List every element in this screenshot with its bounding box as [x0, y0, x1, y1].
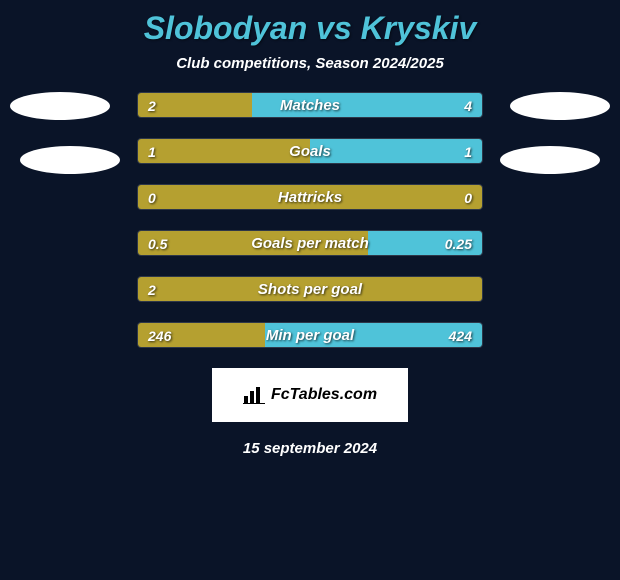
bar-val-right: 1: [464, 139, 472, 164]
bar-label: Goals: [138, 139, 482, 164]
bar-row-min-per-goal: 246 Min per goal 424: [137, 322, 483, 348]
bar-row-hattricks: 0 Hattricks 0: [137, 184, 483, 210]
bar-chart-icon: [243, 386, 265, 404]
bar-label: Matches: [138, 93, 482, 118]
bar-row-shots-per-goal: 2 Shots per goal: [137, 276, 483, 302]
chart-area: 2 Matches 4 1 Goals 1 0 Hattricks 0 0.5 …: [0, 92, 620, 348]
bars-container: 2 Matches 4 1 Goals 1 0 Hattricks 0 0.5 …: [137, 92, 483, 348]
logo-text: FcTables.com: [271, 386, 377, 404]
page-subtitle: Club competitions, Season 2024/2025: [0, 55, 620, 92]
bar-label: Hattricks: [138, 185, 482, 210]
bar-val-right: 4: [464, 93, 472, 118]
bar-row-matches: 2 Matches 4: [137, 92, 483, 118]
bar-row-goals: 1 Goals 1: [137, 138, 483, 164]
player-left-badge-1: [10, 92, 110, 120]
bar-val-right: 424: [449, 323, 472, 348]
bar-label: Min per goal: [138, 323, 482, 348]
bar-row-goals-per-match: 0.5 Goals per match 0.25: [137, 230, 483, 256]
player-right-badge-1: [510, 92, 610, 120]
player-right-badge-2: [500, 146, 600, 174]
logo-box: FcTables.com: [212, 368, 408, 422]
bar-label: Shots per goal: [138, 277, 482, 302]
page-title: Slobodyan vs Kryskiv: [0, 0, 620, 55]
bar-label: Goals per match: [138, 231, 482, 256]
footer-date: 15 september 2024: [0, 440, 620, 457]
player-left-badge-2: [20, 146, 120, 174]
bar-val-right: 0: [464, 185, 472, 210]
bar-val-right: 0.25: [445, 231, 472, 256]
